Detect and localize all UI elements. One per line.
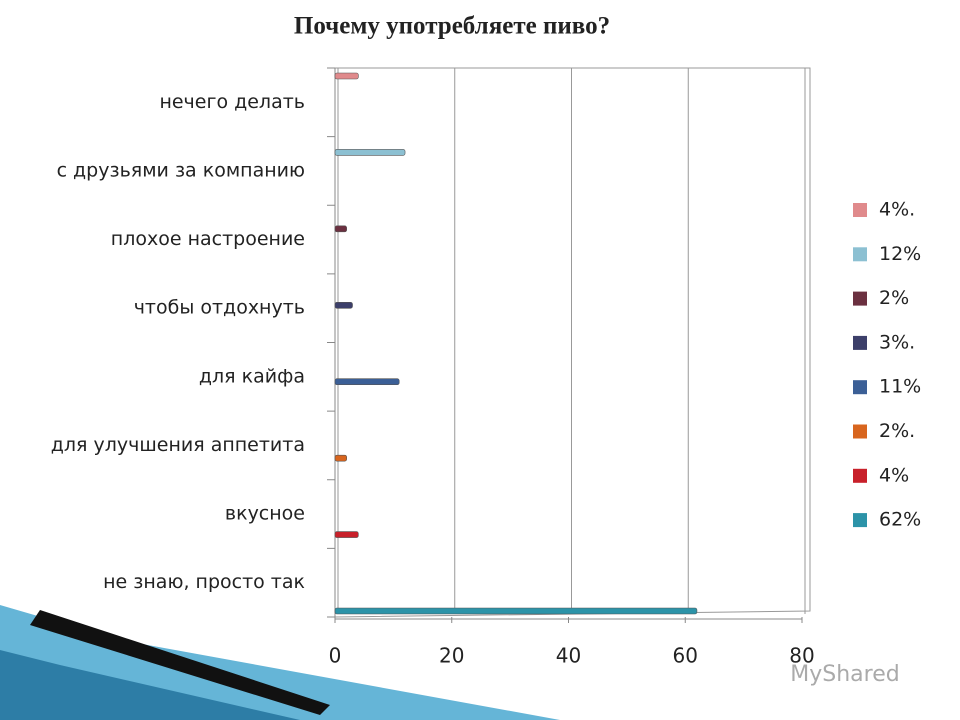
legend-label: 12% bbox=[879, 243, 921, 265]
legend-label: 4% bbox=[879, 464, 909, 486]
decor-swoosh-dark bbox=[0, 650, 300, 720]
y-tick-label: плохое настроение bbox=[111, 228, 305, 250]
legend-label: 4%. bbox=[879, 199, 915, 221]
watermark: MyShared bbox=[790, 662, 899, 687]
plot-wall bbox=[334, 67, 811, 618]
legend-label: 11% bbox=[879, 376, 921, 398]
legend-label: 3%. bbox=[879, 331, 915, 353]
bar bbox=[334, 149, 406, 156]
chart-title: Почему употребляете пиво? bbox=[294, 13, 610, 40]
decor-wedge bbox=[30, 610, 330, 715]
bar bbox=[334, 607, 698, 615]
legend-swatch bbox=[853, 203, 867, 217]
legend-swatch bbox=[853, 380, 867, 395]
legend-label: 62% bbox=[879, 509, 921, 531]
x-tick-label: 60 bbox=[673, 644, 698, 668]
legend-label: 2%. bbox=[879, 420, 915, 442]
y-tick-label: вкусное bbox=[225, 503, 305, 525]
legend-swatch bbox=[853, 513, 867, 528]
y-tick-label: для улучшения аппетита bbox=[51, 434, 305, 456]
x-tick-label: 20 bbox=[439, 644, 464, 668]
legend-swatch bbox=[853, 335, 867, 350]
x-tick-label: 0 bbox=[329, 644, 342, 668]
legend-swatch bbox=[853, 291, 867, 306]
y-tick-label: не знаю, просто так bbox=[103, 571, 305, 593]
legend-swatch bbox=[853, 424, 867, 439]
bar bbox=[334, 378, 400, 386]
legend-swatch bbox=[853, 247, 867, 262]
bar bbox=[334, 531, 359, 538]
bar bbox=[334, 301, 353, 309]
y-tick-label: для кайфа bbox=[199, 365, 305, 387]
y-tick-label: чтобы отдохнуть bbox=[134, 297, 305, 319]
legend-swatch bbox=[853, 468, 867, 483]
bar bbox=[334, 225, 347, 233]
legend-label: 2% bbox=[879, 287, 909, 309]
bar bbox=[334, 72, 359, 80]
y-tick-label: с друзьями за компанию bbox=[57, 159, 305, 181]
bar bbox=[334, 454, 347, 462]
x-tick-label: 80 bbox=[789, 644, 814, 668]
y-tick-label: нечего делать bbox=[159, 91, 305, 113]
x-tick-label: 40 bbox=[556, 644, 581, 668]
